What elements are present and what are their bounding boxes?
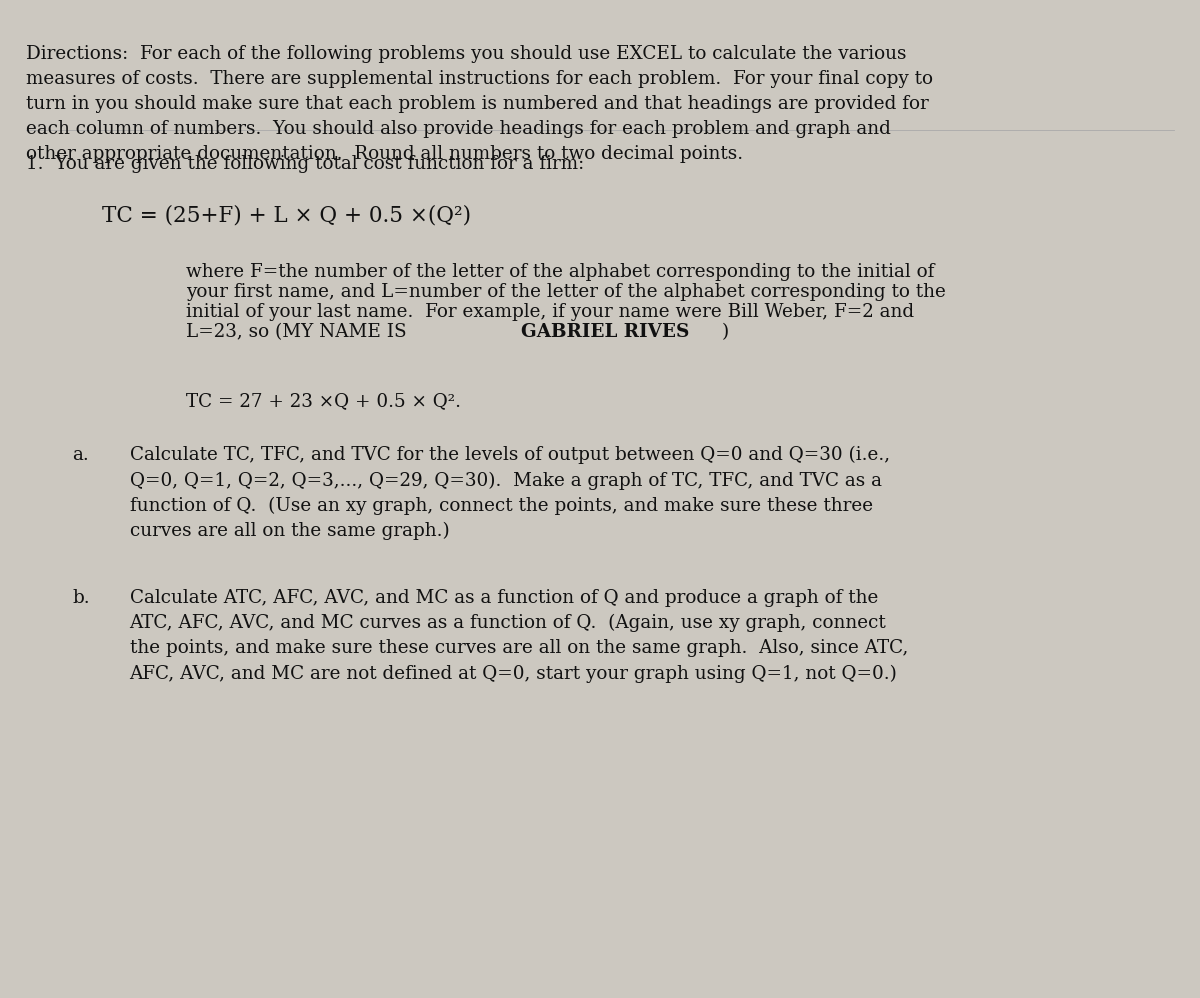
Text: Calculate TC, TFC, and TVC for the levels of output between Q=0 and Q=30 (i.e.,
: Calculate TC, TFC, and TVC for the level… bbox=[130, 446, 889, 541]
Text: where F=the number of the letter of the alphabet corresponding to the initial of: where F=the number of the letter of the … bbox=[186, 263, 935, 281]
Text: TC = (25+F) + L × Q + 0.5 ×(Q²): TC = (25+F) + L × Q + 0.5 ×(Q²) bbox=[102, 205, 472, 227]
Text: 1.  You are given the following total cost function for a firm:: 1. You are given the following total cos… bbox=[26, 155, 584, 173]
Text: Directions:  For each of the following problems you should use EXCEL to calculat: Directions: For each of the following pr… bbox=[26, 45, 934, 163]
Text: Calculate ATC, AFC, AVC, and MC as a function of Q and produce a graph of the
AT: Calculate ATC, AFC, AVC, and MC as a fun… bbox=[130, 589, 908, 683]
Text: L=23, so (MY NAME IS: L=23, so (MY NAME IS bbox=[186, 323, 413, 341]
Text: your first name, and L=number of the letter of the alphabet corresponding to the: your first name, and L=number of the let… bbox=[186, 283, 946, 301]
Text: b.: b. bbox=[72, 589, 90, 607]
Text: a.: a. bbox=[72, 446, 89, 464]
Text: initial of your last name.  For example, if your name were Bill Weber, F=2 and: initial of your last name. For example, … bbox=[186, 303, 914, 321]
Text: TC = 27 + 23 ×Q + 0.5 × Q².: TC = 27 + 23 ×Q + 0.5 × Q². bbox=[186, 392, 461, 410]
Text: GABRIEL RIVES: GABRIEL RIVES bbox=[521, 323, 689, 341]
Text: ): ) bbox=[722, 323, 730, 341]
